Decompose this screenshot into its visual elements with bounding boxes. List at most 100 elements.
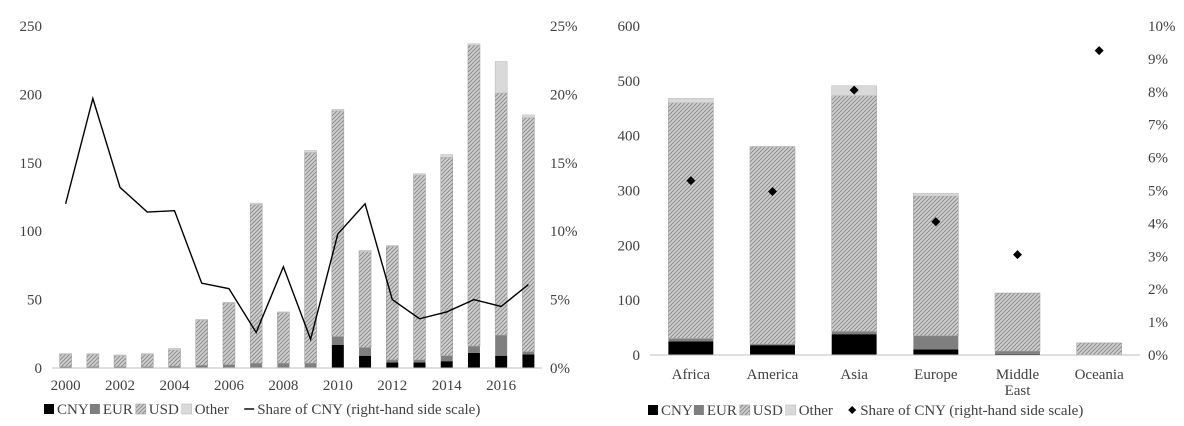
bar-segment-usd [358, 251, 372, 348]
bar-segment-usd [831, 95, 877, 332]
y2-tick-label: 0% [1148, 348, 1168, 364]
legend-swatch-other [785, 404, 797, 416]
y-tick-label: 400 [618, 129, 641, 145]
y2-tick-label: 2% [1148, 282, 1168, 298]
bar-segment-other [222, 302, 236, 304]
bar-segment-eur [195, 365, 208, 368]
bar-segment-eur [522, 351, 535, 355]
x-tick-label: 2008 [268, 378, 298, 394]
bar-segment-usd [140, 354, 154, 367]
bar-segment-eur [331, 336, 344, 345]
legend-swatch-cny [44, 404, 54, 414]
x-tick-label: America [747, 367, 799, 383]
x-tick-label: 2004 [160, 378, 191, 394]
y-tick-label: 600 [618, 19, 641, 35]
x-tick-label: Asia [840, 367, 868, 383]
x-tick-label: Africa [672, 367, 711, 383]
bar-segment-usd [913, 195, 959, 337]
bar-segment-usd [1076, 342, 1122, 356]
legend-label: Share of CNY (right-hand side scale) [257, 402, 480, 418]
marker-share-cny [686, 176, 696, 186]
bar-segment-other [494, 61, 508, 94]
y2-tick-label: 0% [550, 361, 570, 377]
legend-label: Share of CNY (right-hand side scale) [860, 403, 1083, 419]
y2-tick-label: 9% [1148, 52, 1168, 68]
y2-tick-label: 10% [1148, 19, 1176, 35]
bar-segment-other [86, 353, 100, 355]
bar-segment-other [195, 319, 209, 321]
x-tick-label: East [1005, 383, 1032, 399]
bar-segment-other [113, 354, 127, 356]
bar-segment-other [440, 154, 454, 158]
y2-tick-label: 7% [1148, 118, 1168, 134]
x-tick-label: Middle [996, 367, 1040, 383]
y2-tick-label: 10% [550, 224, 578, 240]
legend-swatch-cny [648, 405, 658, 415]
y-tick-label: 50 [27, 293, 42, 309]
bar-segment-usd [249, 204, 263, 364]
bar-segment-usd [86, 354, 100, 367]
bar-segment-eur [913, 335, 959, 350]
y-tick-label: 0 [35, 361, 43, 377]
bar-segment-eur [59, 366, 72, 368]
marker-share-cny [1094, 46, 1104, 56]
bar-segment-usd [331, 110, 345, 337]
bar-segment-eur [831, 331, 877, 335]
y2-tick-label: 15% [550, 156, 578, 172]
bar-segment-usd [195, 319, 209, 366]
bar-segment-eur [413, 359, 426, 363]
bar-segment-other [358, 250, 372, 253]
x-tick-label: 2010 [323, 378, 353, 394]
y-tick-label: 200 [618, 238, 641, 254]
y2-tick-label: 6% [1148, 151, 1168, 167]
series-line-share-cny [64, 95, 529, 342]
y2-tick-label: 4% [1148, 216, 1168, 232]
bar-segment-eur [668, 338, 714, 342]
y-tick-label: 100 [20, 224, 43, 240]
x-tick-label: 2014 [432, 378, 463, 394]
bar-segment-cny [750, 345, 795, 355]
y-tick-label: 100 [618, 293, 641, 309]
bar-segment-eur [386, 359, 399, 363]
bar-segment-eur [114, 366, 127, 368]
bar-segment-usd [440, 157, 454, 356]
chart-regional-currency: 0 100 200 300 400 500 600 0% 1% 2% 3% 4% 5% 6% 7% 8% 9% 1… [618, 19, 1176, 419]
marker-share-cny [1013, 250, 1022, 260]
y2-tick-label: 5% [550, 293, 570, 309]
bar-segment-eur [168, 366, 181, 368]
marker-share-cny [931, 217, 941, 227]
bar-segment-cny [495, 355, 508, 368]
y2-tick-label: 8% [1148, 85, 1168, 101]
y-tick-label: 250 [20, 19, 43, 35]
bar-segment-other [413, 173, 426, 176]
bar-segment-other [467, 43, 481, 46]
bar-segment-other [140, 353, 154, 355]
bar-segment-eur [277, 363, 290, 368]
y-tick-label: 300 [618, 184, 641, 200]
legend-label: Other [799, 403, 833, 419]
bar-segment-cny [995, 353, 1040, 355]
bar-segment-eur [250, 363, 263, 368]
bar-segment-eur [304, 363, 317, 368]
x-tick-label: 2016 [486, 378, 517, 394]
bar-segment-other [249, 202, 263, 205]
bar-segment-cny [413, 362, 426, 368]
bar-segment-cny [440, 361, 453, 368]
bar-segment-usd [749, 146, 796, 345]
x-tick-label: Oceania [1075, 367, 1124, 383]
bar-segment-other [668, 98, 714, 104]
bar-segment-usd [113, 355, 127, 367]
bar-segment-cny [913, 349, 959, 355]
x-tick-label: 2012 [377, 378, 407, 394]
bar-segment-eur [86, 366, 99, 368]
legend-label: CNY [661, 403, 693, 419]
y-tick-label: 0 [633, 348, 641, 364]
y-tick-label: 500 [618, 74, 641, 90]
bar-segment-eur [359, 347, 372, 356]
bar-segment-eur [750, 344, 795, 346]
y2-tick-label: 20% [550, 87, 578, 103]
marker-share-cny [768, 186, 777, 196]
x-tick-label: 2006 [214, 378, 245, 394]
y2-tick-label: 25% [550, 19, 578, 35]
